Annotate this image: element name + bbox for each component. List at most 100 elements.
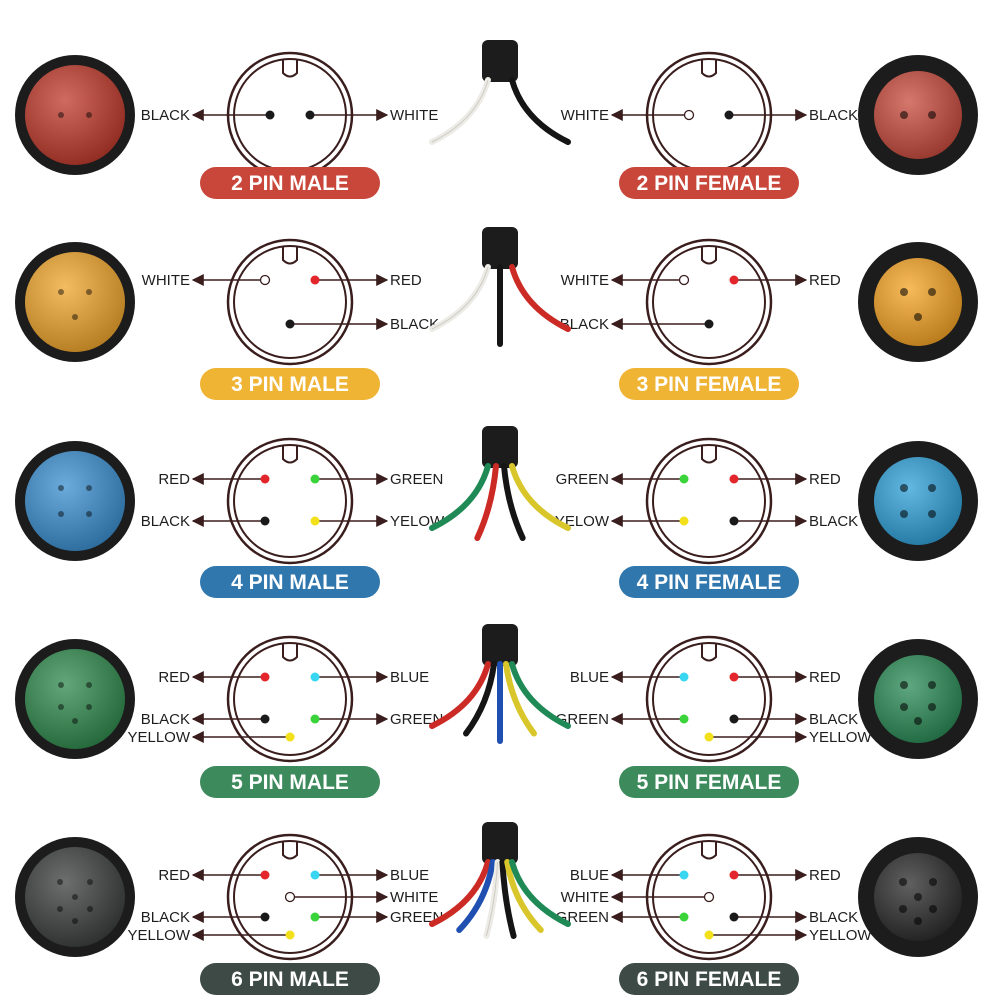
pin-label-red: RED — [809, 867, 841, 884]
female-key-notch — [701, 841, 717, 860]
pin-label-white: WHITE — [390, 889, 438, 906]
cable-sleeve — [482, 822, 518, 864]
male-title-badge — [200, 167, 380, 199]
pin-label-black: BLACK — [141, 711, 190, 728]
male-connector-pin — [72, 894, 78, 900]
female-connector-pin — [914, 893, 922, 901]
pin-label-black: BLACK — [560, 316, 609, 333]
female-title: 4 PIN FEMALE — [637, 571, 782, 594]
female-title: 3 PIN FEMALE — [637, 373, 782, 396]
pin-label-green: GREEN — [390, 909, 443, 926]
wire-black — [463, 661, 497, 737]
pin-dot-red — [260, 672, 270, 682]
wire-green — [509, 661, 571, 729]
female-connector-pin — [929, 905, 937, 913]
pin-label-black: BLACK — [809, 107, 858, 124]
male-connector-pin — [87, 906, 93, 912]
row-2pin: BLACK WHITE WHITE BLACK 2 PIN MALE 2 PIN FEMA… — [15, 40, 978, 199]
pin-dot-red — [729, 870, 739, 880]
male-connector-pin — [86, 289, 92, 295]
male-outer-ring — [226, 635, 354, 763]
female-connector-shading — [874, 71, 962, 159]
male-title-badge — [200, 566, 380, 598]
pin-label-blue: BLUE — [570, 867, 609, 884]
pin-label-black: BLACK — [141, 513, 190, 530]
male-connector-pin — [58, 704, 64, 710]
pin-dot-green — [310, 474, 320, 484]
male-title-badge — [200, 368, 380, 400]
wire-white-outline — [431, 266, 489, 330]
male-connector-pin — [86, 485, 92, 491]
male-connector-pin — [86, 511, 92, 517]
pin-dot-black — [724, 110, 734, 120]
male-title-badge — [200, 766, 380, 798]
pin-dot-yellow — [285, 930, 295, 940]
wire-red — [429, 859, 491, 927]
male-connector-pin — [72, 918, 78, 924]
pin-label-black: BLACK — [809, 711, 858, 728]
male-inner-ring — [233, 245, 347, 359]
female-connector-pin — [900, 111, 908, 119]
wire-black — [501, 463, 526, 541]
male-connector-shading — [25, 252, 125, 352]
male-key-notch — [282, 246, 298, 265]
female-connector-pin — [929, 878, 937, 886]
male-connector-pin — [72, 718, 78, 724]
male-connector-pin — [58, 485, 64, 491]
pin-label-red: RED — [158, 471, 190, 488]
male-connector-shading — [25, 649, 125, 749]
pin-label-white: WHITE — [561, 107, 609, 124]
female-title-badge — [619, 566, 799, 598]
male-connector-shading — [25, 451, 125, 551]
wire-white-outline — [431, 79, 489, 143]
pin-label-white: WHITE — [561, 272, 609, 289]
female-title: 2 PIN FEMALE — [637, 172, 782, 195]
female-key-notch — [701, 643, 717, 662]
wire-blue — [456, 859, 496, 933]
male-title: 3 PIN MALE — [231, 373, 349, 396]
male-connector-pin — [58, 289, 64, 295]
wire-white — [429, 77, 491, 145]
cable-sleeve — [482, 227, 518, 269]
male-connector-shading — [25, 847, 125, 947]
pin-dot-green — [679, 912, 689, 922]
pin-label-red: RED — [809, 471, 841, 488]
row-6pin: RED BLUE WHITE BLACK GREEN YELLOW BLUE RED WHITE… — [15, 822, 978, 995]
female-connector-pin — [928, 703, 936, 711]
male-connector-pin — [86, 704, 92, 710]
male-title: 5 PIN MALE — [231, 771, 349, 794]
pin-dot-black — [260, 714, 270, 724]
pin-dot-black — [729, 516, 739, 526]
pin-dot-yelow — [679, 516, 689, 526]
pin-dot-yellow — [704, 930, 714, 940]
female-title: 6 PIN FEMALE — [637, 968, 782, 991]
pin-label-yellow: YELLOW — [809, 729, 872, 746]
wire-black — [499, 859, 517, 939]
pin-label-black: BLACK — [390, 316, 439, 333]
pin-label-white: WHITE — [390, 107, 438, 124]
female-connector-pin — [928, 111, 936, 119]
female-key-notch — [701, 246, 717, 265]
male-connector-pin — [86, 682, 92, 688]
pin-dot-black — [260, 912, 270, 922]
female-connector-pin — [899, 878, 907, 886]
wire-red — [429, 661, 491, 729]
pin-dot-white — [703, 891, 715, 903]
male-outer-ring — [226, 437, 354, 565]
pin-dot-green — [310, 714, 320, 724]
pin-dot-red — [729, 275, 739, 285]
pin-dot-red — [729, 672, 739, 682]
female-connector-shading — [874, 258, 962, 346]
female-key-notch — [701, 59, 717, 78]
male-title-badge — [200, 963, 380, 995]
pin-dot-red — [310, 275, 320, 285]
pin-label-red: RED — [809, 272, 841, 289]
pin-dot-blue — [679, 672, 689, 682]
female-connector-pin — [928, 510, 936, 518]
pin-label-yellow: YELLOW — [127, 927, 190, 944]
wire-green — [509, 859, 571, 927]
wire-red — [474, 463, 499, 541]
pin-dot-black — [729, 714, 739, 724]
pin-dot-blue — [679, 870, 689, 880]
